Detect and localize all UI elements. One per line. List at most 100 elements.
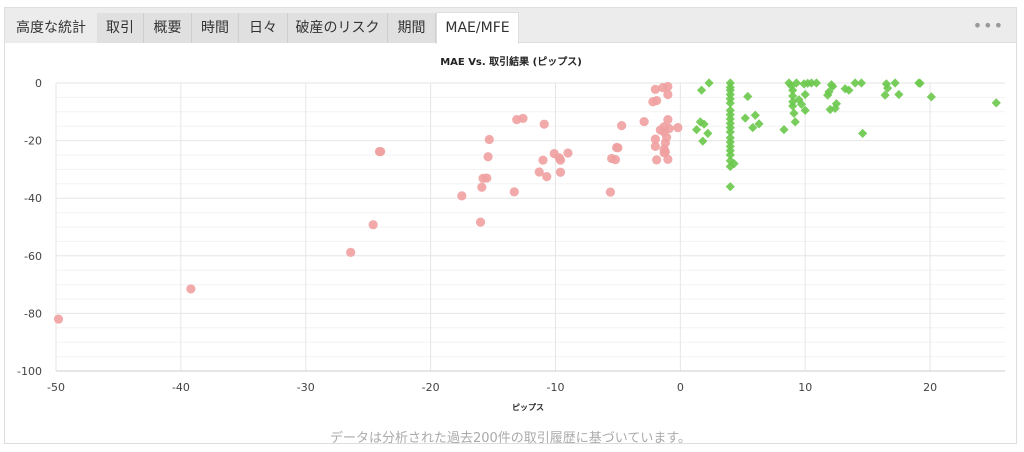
win-point [850,78,860,88]
x-tick-label: -40 [172,381,190,394]
win-point [800,105,810,115]
chart-title: MAE Vs. 取引結果 (ピップス) [440,55,582,68]
win-point [748,123,758,133]
y-tick-label: -20 [24,135,42,148]
win-point [881,79,891,89]
loss-point [613,143,623,153]
loss-point [483,152,493,162]
loss-point [457,191,467,201]
win-point [831,99,842,109]
tab-advanced-stats[interactable]: 高度な統計 [5,13,97,43]
y-tick-label: -60 [24,250,42,263]
tab-daily[interactable]: 日々 [239,13,288,43]
win-point [796,99,807,109]
loss-point [555,155,566,165]
x-axis-label: ピップス [512,402,544,412]
loss-point [610,155,621,165]
loss-point [475,217,486,227]
win-point [699,119,709,129]
tab-duration[interactable]: 期間 [388,13,436,43]
win-point [696,85,707,95]
win-point [725,182,735,192]
win-point [725,150,735,160]
win-point [828,81,838,92]
loss-point [673,123,683,133]
tab-mae-mfe[interactable]: MAE/MFE [436,12,519,44]
loss-point [482,173,492,183]
win-point [915,78,925,88]
loss-point [617,121,627,131]
win-point [840,84,850,94]
loss-point [650,141,660,151]
win-point [825,104,835,115]
loss-point [534,167,544,177]
more-options-icon[interactable]: ••• [972,16,1004,35]
loss-point [542,172,552,182]
y-tick-label: -80 [24,307,42,320]
win-point [800,89,810,100]
loss-point [555,167,566,177]
y-tick-label: -100 [17,365,42,378]
win-point [811,78,822,88]
loss-point [509,187,519,197]
loss-point [662,132,672,143]
loss-point [563,148,573,158]
win-point [788,101,798,111]
x-tick-label: 20 [923,381,937,394]
loss-point [652,155,662,165]
win-point [844,85,854,95]
loss-point [650,134,660,144]
y-tick-label: 0 [35,77,42,90]
series-1 [691,78,1001,192]
win-point [806,78,817,88]
win-point [786,81,797,91]
loss-point [186,284,196,294]
data-footnote: データは分析された過去200件の取引履歴に基づいています。 [329,431,692,446]
y-tick-label: -40 [24,192,42,205]
win-point [791,78,802,88]
win-point [725,127,735,137]
loss-point [652,95,662,106]
loss-point [639,116,649,127]
win-point [883,83,893,93]
win-point [991,98,1001,108]
loss-point [53,314,64,324]
win-point [698,136,708,146]
x-tick-label: -30 [297,381,315,394]
tab-bar: 高度な統計 取引 概要 時間 日々 破産のリスク 期間 MAE/MFE ••• [5,8,1016,44]
tab-risk-of-ruin[interactable]: 破産のリスク [288,13,388,43]
loss-point [660,147,670,157]
x-tick-label: 10 [798,381,812,394]
loss-point [539,119,549,129]
win-point [740,113,750,123]
win-point [754,119,764,129]
win-point [890,78,900,88]
tab-hours[interactable]: 時間 [192,13,239,43]
win-point [784,78,794,88]
win-point [788,91,798,101]
loss-point [663,89,673,100]
win-point [725,98,735,108]
loss-point [477,182,487,192]
loss-point [663,81,673,92]
chart-marks [53,78,1001,324]
tab-summary[interactable]: 概要 [144,13,192,43]
loss-point [605,187,616,197]
loss-point [663,114,673,125]
chart-grid [55,82,1005,372]
win-point [691,125,702,135]
series-0 [53,81,683,324]
loss-point [484,134,494,145]
win-point [750,110,760,120]
win-point [856,78,867,88]
loss-point [664,123,674,134]
win-point [729,159,739,169]
win-point [789,108,799,118]
loss-point [538,155,548,165]
tab-trades[interactable]: 取引 [97,13,144,43]
win-point [894,89,904,100]
win-point [880,90,890,100]
win-point [695,117,705,127]
win-point [743,91,753,102]
